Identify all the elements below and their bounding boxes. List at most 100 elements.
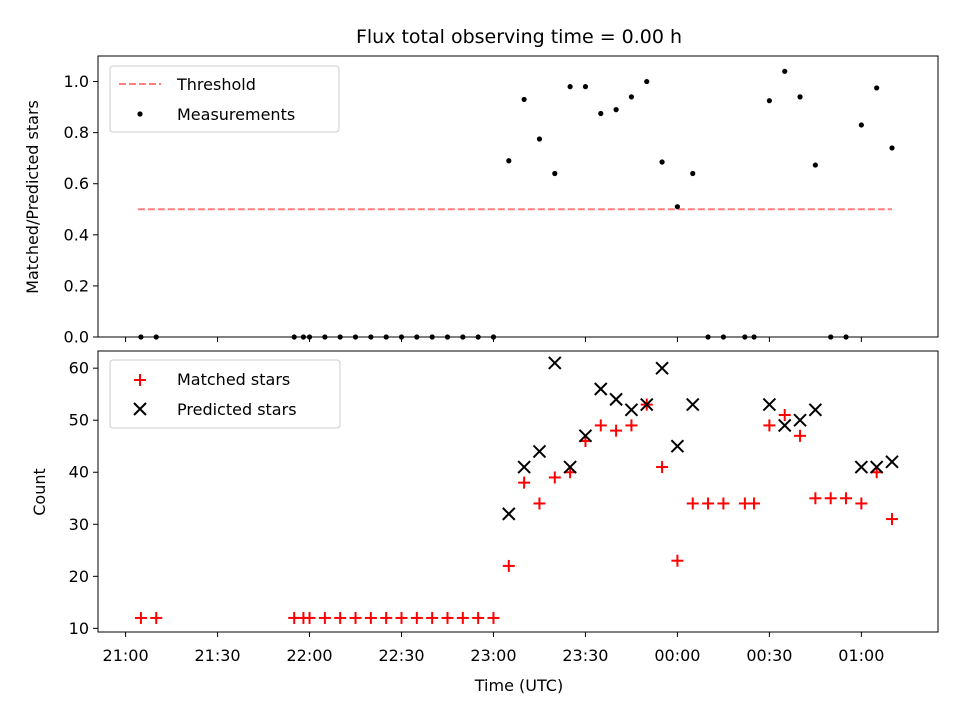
top-legend: Threshold Measurements <box>109 65 340 133</box>
bottom-y-tick-label: 40 <box>69 463 89 482</box>
x-tick-label: 21:30 <box>195 646 241 665</box>
top-legend-box <box>109 65 340 133</box>
matched-star-point <box>518 476 531 489</box>
x-tick-label: 21:00 <box>103 646 149 665</box>
matched-star-point <box>840 492 853 505</box>
matched-legend-label: Matched stars <box>177 370 290 389</box>
measurement-point <box>506 158 512 164</box>
matched-star-point <box>625 419 638 432</box>
measurement-point <box>858 122 864 128</box>
predicted-star-point <box>670 439 685 453</box>
measurement-point <box>797 94 803 100</box>
matched-legend-swatch <box>134 374 146 386</box>
matched-star-point <box>334 611 347 624</box>
matched-star-point <box>702 497 715 510</box>
matched-star-point <box>686 497 699 510</box>
bottom-y-tick-label: 60 <box>69 359 89 378</box>
predicted-star-point <box>502 507 516 521</box>
threshold-legend-label: Threshold <box>176 75 256 94</box>
matched-star-point <box>656 461 669 474</box>
predicted-star-point <box>793 413 807 427</box>
x-tick-label: 00:00 <box>654 646 700 665</box>
measurement-point <box>598 110 604 117</box>
matched-star-point <box>487 611 500 624</box>
bottom-panel: 10 20 30 40 50 60 21:00 21:30 22:00 22:30 23:00 23… <box>30 350 939 695</box>
measurement-point <box>889 145 895 151</box>
top-y-axis-label: Matched/Predicted stars <box>23 100 42 294</box>
measurement-point <box>552 170 558 177</box>
x-tick-label: 22:30 <box>378 646 424 665</box>
matched-star-point <box>364 611 377 624</box>
bottom-plot-frame <box>97 350 939 633</box>
bottom-y-tick-label: 10 <box>69 619 89 638</box>
matched-star-point <box>303 611 316 624</box>
bottom-y-axis-label: Count <box>30 468 49 516</box>
bottom-legend-box <box>109 359 341 429</box>
x-tick-label: 23:30 <box>562 646 608 665</box>
top-y-tick-label: 0.0 <box>64 328 89 347</box>
top-y-tick-label: 1.0 <box>64 72 89 91</box>
measurements-legend-swatch <box>137 111 143 117</box>
predicted-star-point <box>640 397 654 412</box>
chart-title: Flux total observing time = 0.00 h <box>356 26 682 48</box>
top-y-tick-label: 0.6 <box>64 174 89 193</box>
predicted-star-point <box>578 429 593 443</box>
measurement-point <box>690 170 696 177</box>
predicted-star-point <box>594 382 608 396</box>
measurement-point <box>812 162 818 168</box>
measurement-point <box>782 68 788 74</box>
matched-star-point <box>318 611 331 624</box>
matched-star-point <box>349 611 362 624</box>
predicted-star-point <box>517 460 531 474</box>
predicted-star-point <box>854 460 869 474</box>
predicted-star-point <box>762 397 777 412</box>
matched-star-point <box>594 419 607 432</box>
measurement-point <box>613 107 619 113</box>
matched-star-point <box>855 497 868 510</box>
matched-star-point <box>134 611 147 624</box>
matched-star-point <box>441 611 454 624</box>
x-tick-label: 22:00 <box>286 646 332 665</box>
matched-star-point <box>380 611 393 624</box>
top-y-tick-label: 0.2 <box>64 276 89 295</box>
matched-star-point <box>456 611 469 624</box>
predicted-star-point <box>869 460 884 474</box>
predicted-star-point <box>808 403 823 417</box>
matched-star-point <box>809 492 822 505</box>
matched-star-point <box>717 497 730 510</box>
measurement-point <box>536 136 543 142</box>
bottom-y-tick-label: 20 <box>69 567 89 586</box>
measurement-point <box>628 94 635 100</box>
measurements-legend-label: Measurements <box>177 105 295 124</box>
matched-star-point <box>426 611 439 624</box>
matched-star-point <box>748 497 761 510</box>
measurement-point <box>766 98 772 104</box>
matched-star-point <box>150 611 163 624</box>
top-y-tick-label: 0.4 <box>64 225 89 244</box>
matched-star-point <box>472 611 485 624</box>
predicted-legend-label: Predicted stars <box>177 400 297 419</box>
predicted-star-point <box>609 392 623 407</box>
matched-star-point <box>886 513 899 526</box>
bottom-y-tick-label: 50 <box>69 411 89 430</box>
measurement-point <box>659 159 665 165</box>
matched-star-point <box>533 497 546 510</box>
bottom-legend: Matched stars Predicted stars <box>109 359 341 429</box>
predicted-star-point <box>778 418 792 433</box>
bottom-y-tick-label: 30 <box>69 515 89 534</box>
x-axis-label: Time (UTC) <box>474 676 563 695</box>
x-tick-label: 23:00 <box>470 646 516 665</box>
predicted-legend-swatch <box>133 402 147 416</box>
top-plot-frame <box>97 55 939 338</box>
matched-star-point <box>548 471 561 484</box>
matched-star-point <box>778 409 791 422</box>
matched-star-point <box>671 554 684 567</box>
measurement-point <box>582 84 589 90</box>
predicted-star-point <box>885 455 899 469</box>
measurement-point <box>674 204 681 210</box>
matched-star-point <box>502 559 515 572</box>
predicted-star-point <box>686 397 700 412</box>
measurement-point <box>644 78 650 85</box>
top-panel: 0.0 0.2 0.4 0.6 0.8 1.0 Matched/Predicted sta… <box>23 55 939 347</box>
